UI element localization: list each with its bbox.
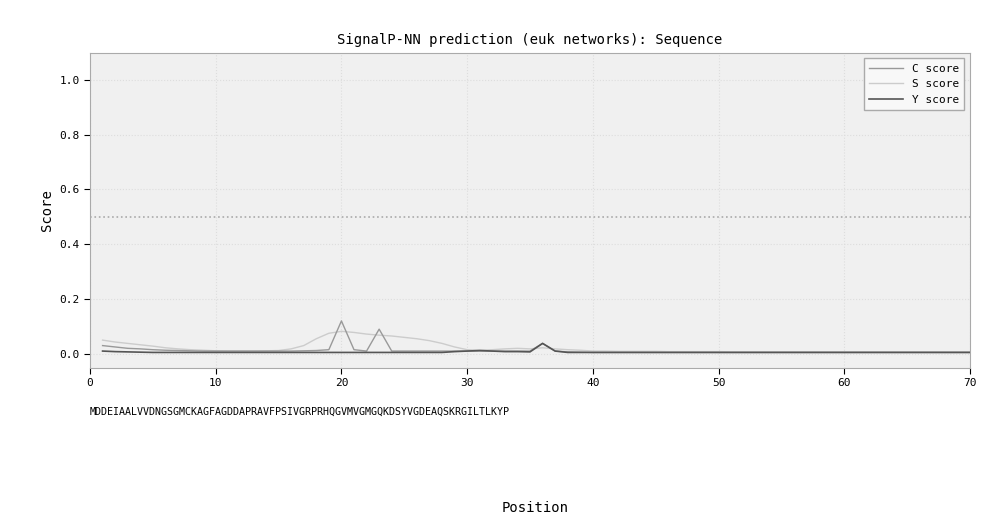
S score: [587, 348, 599, 354]
Y score: [147, 349, 159, 355]
Y score: [373, 349, 385, 355]
Legend: C score, S score, Y score: C score, S score, Y score: [864, 58, 964, 110]
S score: [863, 349, 875, 355]
S score: [474, 347, 486, 353]
Y score: [310, 349, 322, 355]
C score: [964, 349, 976, 355]
S score: [335, 328, 347, 334]
Y score: [222, 349, 234, 355]
Line: C score: C score: [103, 321, 970, 352]
C score: [373, 326, 385, 332]
S score: [373, 332, 385, 338]
Line: Y score: Y score: [103, 343, 970, 352]
Text: MDDEIAALVVDNGSGMCKAGFAGDDAPRAVFPSIVGRPRHQGVMVGMGQKDSYVGDEAQSKRGILTLKYP: MDDEIAALVVDNGSGMCKAGFAGDDAPRAVFPSIVGRPRH…: [90, 407, 510, 417]
Y score: [964, 349, 976, 355]
Title: SignalP-NN prediction (euk networks): Sequence: SignalP-NN prediction (euk networks): Se…: [337, 33, 723, 47]
C score: [298, 348, 310, 354]
Y score: [537, 340, 549, 346]
C score: [863, 349, 875, 355]
Y-axis label: Score: Score: [40, 189, 54, 231]
C score: [474, 348, 486, 354]
Y score: [863, 349, 875, 355]
Line: S score: S score: [103, 331, 970, 352]
Y score: [474, 348, 486, 354]
C score: [599, 349, 611, 355]
C score: [210, 348, 222, 354]
C score: [97, 342, 109, 349]
Y score: [599, 349, 611, 355]
C score: [587, 349, 599, 355]
S score: [725, 349, 737, 355]
Text: Position: Position: [502, 500, 568, 514]
S score: [964, 349, 976, 355]
S score: [97, 337, 109, 343]
C score: [335, 318, 347, 324]
S score: [298, 342, 310, 349]
S score: [210, 348, 222, 354]
Y score: [97, 348, 109, 354]
